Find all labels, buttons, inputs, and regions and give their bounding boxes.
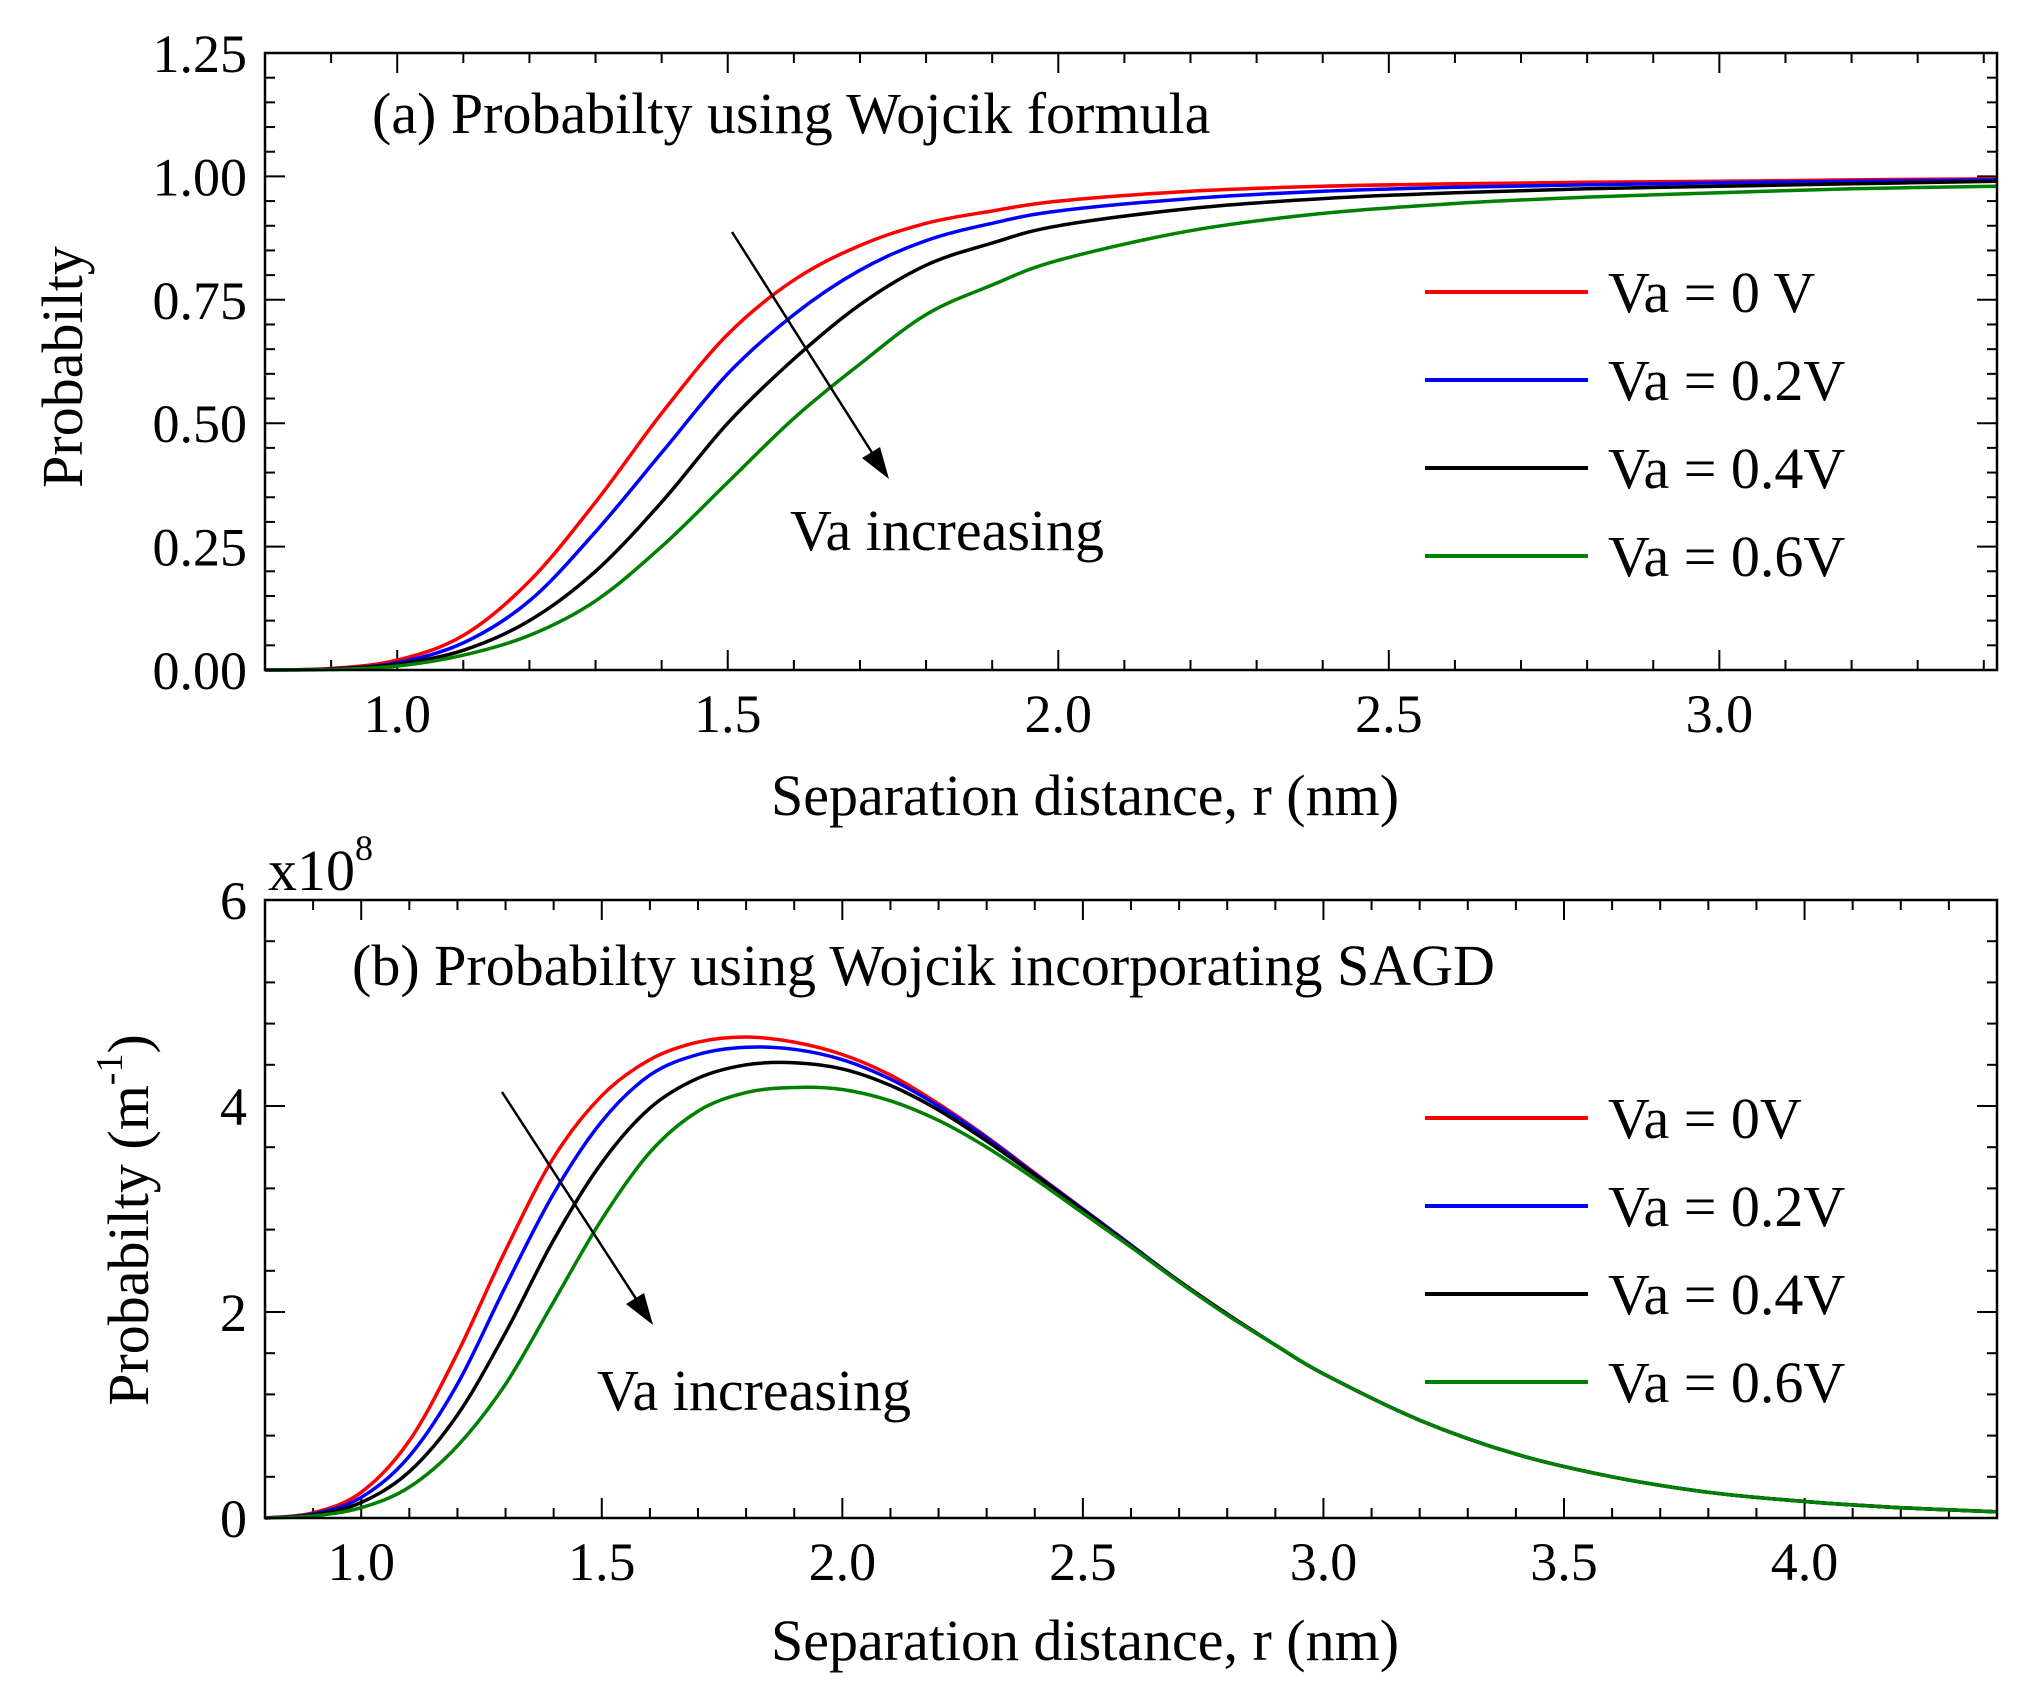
- panel-a: 1.0 1.5 2.0 2.5 3.00.000.250.500.751.001.25 …: [30, 24, 1999, 828]
- panel-a-y-axis-label: Probabilty: [30, 246, 95, 488]
- panel-b-x-tick-label: 2.5: [1049, 1532, 1117, 1592]
- panel-a-x-tick-label: 1.5: [694, 684, 762, 744]
- panel-b-legend-label-2: Va = 0.4V: [1608, 1262, 1845, 1327]
- panel-a-series: [264, 177, 1998, 672]
- panel-b-x-tick-label: 2.0: [809, 1532, 877, 1592]
- panel-b-series-line-3: [264, 1085, 1998, 1520]
- panel-b-x-tick-label: 3.5: [1530, 1532, 1598, 1592]
- panel-b-title: (b) Probabilty using Wojcik incorporatin…: [352, 933, 1495, 998]
- panel-b-y-axis-label: Probabilty (m-1): [89, 1034, 161, 1406]
- panel-b: 1.0 1.5 2.0 2.5 3.0 3.5 4.0 0 2 4 6 (b) Probabilty…: [89, 828, 1999, 1673]
- panel-a-annotation: Va increasing: [730, 231, 1104, 563]
- panel-a-y-tick-label: 1.00: [153, 147, 248, 207]
- panel-b-y-axis-label-main: Probabilty (m: [96, 1085, 161, 1406]
- panel-b-y-tick-label: 2: [220, 1283, 247, 1343]
- panel-b-series: [264, 1035, 1998, 1520]
- panel-a-y-tick-label: 0.00: [153, 641, 248, 701]
- panel-b-legend-label-3: Va = 0.6V: [1608, 1350, 1845, 1415]
- panel-b-tick-labels: 1.0 1.5 2.0 2.5 3.0 3.5 4.0 0 2 4 6: [220, 871, 1838, 1592]
- panel-a-legend-label-2: Va = 0.4V: [1608, 436, 1845, 501]
- panel-a-series-line-2: [264, 179, 1998, 672]
- panel-b-y-tick-label: 4: [220, 1077, 247, 1137]
- panel-b-annotation-text: Va increasing: [597, 1358, 911, 1423]
- panel-a-x-tick-label: 3.0: [1686, 684, 1754, 744]
- panel-a-legend-label-3: Va = 0.6V: [1608, 524, 1845, 589]
- panel-a-y-tick-label: 0.25: [153, 518, 248, 578]
- panel-a-ticks: [264, 52, 1997, 671]
- panel-a-tick-labels: 1.0 1.5 2.0 2.5 3.0 0.00 0.25 0.50 0.75 1.00 1.25: [153, 24, 1754, 744]
- panel-a-x-axis-label: Separation distance, r (nm): [771, 763, 1399, 828]
- panel-a-title: (a) Probabilty using Wojcik formula: [372, 81, 1210, 146]
- panel-b-legend-label-0: Va = 0V: [1608, 1086, 1802, 1151]
- panel-b-y-tick-label: 6: [220, 871, 247, 931]
- panel-a-series-line-1: [264, 178, 1998, 672]
- panel-b-x-axis-label: Separation distance, r (nm): [771, 1608, 1399, 1673]
- panel-b-x-tick-label: 1.5: [568, 1532, 636, 1592]
- panel-b-legend-label-1: Va = 0.2V: [1608, 1174, 1845, 1239]
- panel-a-legend-label-0: Va = 0 V: [1608, 260, 1815, 325]
- panel-b-va-increasing-arrow: [500, 1091, 644, 1309]
- panel-a-x-tick-label: 2.0: [1025, 684, 1093, 744]
- panel-b-y-multiplier-base: x10: [268, 838, 355, 903]
- panel-a-y-tick-label: 0.50: [153, 394, 248, 454]
- panel-a-x-tick-label: 2.5: [1355, 684, 1423, 744]
- panel-a-legend: Va = 0 V Va = 0.2V Va = 0.4V Va = 0.6V: [1425, 260, 1845, 589]
- panel-b-y-multiplier-exponent: 8: [355, 828, 373, 868]
- panel-a-legend-label-1: Va = 0.2V: [1608, 348, 1845, 413]
- panel-a-x-tick-label: 1.0: [363, 684, 431, 744]
- panel-b-annotation: Va increasing: [500, 1091, 911, 1423]
- panel-b-x-tick-label: 1.0: [327, 1532, 395, 1592]
- panel-a-series-line-3: [264, 184, 1998, 672]
- panel-a-series-line-0: [264, 177, 1998, 672]
- panel-b-x-tick-label: 3.0: [1290, 1532, 1358, 1592]
- panel-a-y-tick-label: 1.25: [153, 24, 248, 84]
- panel-b-legend: Va = 0V Va = 0.2V Va = 0.4V Va = 0.6V: [1425, 1086, 1845, 1415]
- panel-b-y-multiplier: x108: [268, 828, 373, 903]
- panel-b-y-axis-label-tail: ): [96, 1034, 161, 1053]
- panel-b-x-tick-label: 4.0: [1771, 1532, 1839, 1592]
- panel-a-arrow-head: [862, 447, 889, 479]
- panel-b-y-axis-label-superscript: -1: [89, 1054, 131, 1086]
- panel-a-plot-frame: [263, 51, 1999, 672]
- panel-b-y-tick-label: 0: [220, 1489, 247, 1549]
- panel-a-annotation-text: Va increasing: [790, 498, 1104, 563]
- panel-b-plot-frame: [263, 898, 1999, 1520]
- panel-a-va-increasing-arrow: [730, 231, 880, 463]
- panel-b-arrow-head: [626, 1293, 653, 1325]
- panel-a-y-tick-label: 0.75: [153, 271, 248, 331]
